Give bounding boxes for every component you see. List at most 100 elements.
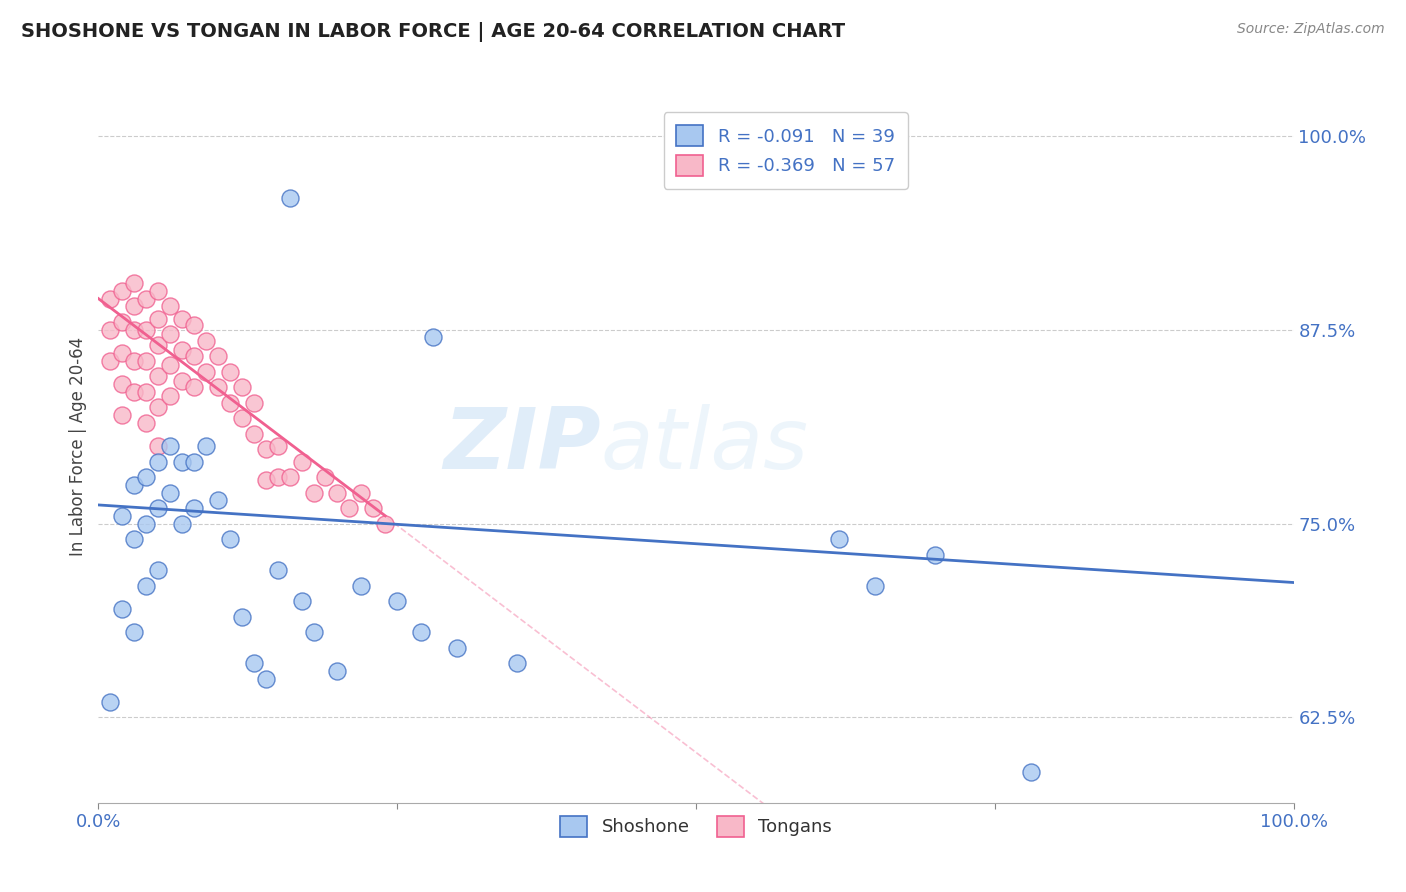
- Text: ZIP: ZIP: [443, 404, 600, 488]
- Point: [183, 454, 205, 468]
- Point: [267, 439, 290, 453]
- Point: [1019, 764, 1042, 779]
- Point: [302, 625, 325, 640]
- Point: [219, 365, 242, 379]
- Point: [111, 508, 134, 523]
- Point: [124, 532, 146, 546]
- Point: [183, 380, 205, 394]
- Point: [111, 602, 134, 616]
- Point: [172, 516, 194, 531]
- Point: [111, 315, 134, 329]
- Point: [135, 416, 157, 430]
- Point: [124, 384, 146, 399]
- Point: [865, 579, 887, 593]
- Point: [183, 318, 205, 332]
- Point: [159, 299, 181, 313]
- Text: atlas: atlas: [600, 404, 808, 488]
- Point: [828, 532, 851, 546]
- Point: [339, 501, 361, 516]
- Point: [172, 374, 194, 388]
- Point: [135, 516, 157, 531]
- Point: [159, 485, 181, 500]
- Point: [291, 454, 314, 468]
- Point: [207, 349, 229, 363]
- Point: [422, 330, 444, 344]
- Point: [159, 389, 181, 403]
- Legend: Shoshone, Tongans: Shoshone, Tongans: [553, 808, 839, 844]
- Point: [254, 442, 277, 456]
- Point: [148, 501, 170, 516]
- Point: [111, 346, 134, 360]
- Point: [291, 594, 314, 608]
- Point: [124, 323, 146, 337]
- Point: [148, 401, 170, 415]
- Point: [231, 380, 253, 394]
- Point: [124, 477, 146, 491]
- Point: [254, 473, 277, 487]
- Text: SHOSHONE VS TONGAN IN LABOR FORCE | AGE 20-64 CORRELATION CHART: SHOSHONE VS TONGAN IN LABOR FORCE | AGE …: [21, 22, 845, 42]
- Point: [350, 485, 373, 500]
- Point: [159, 327, 181, 342]
- Point: [135, 353, 157, 368]
- Point: [159, 439, 181, 453]
- Point: [124, 625, 146, 640]
- Point: [411, 625, 433, 640]
- Point: [385, 594, 409, 608]
- Point: [315, 470, 337, 484]
- Point: [243, 426, 266, 441]
- Point: [219, 395, 242, 409]
- Point: [267, 470, 290, 484]
- Point: [98, 695, 122, 709]
- Point: [183, 501, 205, 516]
- Point: [98, 323, 122, 337]
- Point: [159, 359, 181, 373]
- Point: [135, 384, 157, 399]
- Point: [231, 609, 253, 624]
- Point: [135, 323, 157, 337]
- Point: [326, 664, 349, 678]
- Point: [172, 343, 194, 357]
- Point: [924, 548, 946, 562]
- Point: [446, 640, 468, 655]
- Point: [207, 493, 229, 508]
- Point: [506, 656, 529, 670]
- Point: [148, 454, 170, 468]
- Point: [326, 485, 349, 500]
- Point: [124, 299, 146, 313]
- Point: [219, 532, 242, 546]
- Point: [302, 485, 325, 500]
- Point: [172, 454, 194, 468]
- Point: [98, 353, 122, 368]
- Point: [111, 376, 134, 391]
- Point: [135, 470, 157, 484]
- Point: [278, 191, 301, 205]
- Point: [267, 563, 290, 577]
- Point: [124, 353, 146, 368]
- Text: Source: ZipAtlas.com: Source: ZipAtlas.com: [1237, 22, 1385, 37]
- Point: [374, 516, 396, 531]
- Point: [148, 284, 170, 298]
- Point: [135, 292, 157, 306]
- Point: [243, 656, 266, 670]
- Point: [183, 349, 205, 363]
- Point: [195, 365, 218, 379]
- Point: [363, 501, 385, 516]
- Point: [148, 338, 170, 352]
- Point: [243, 395, 266, 409]
- Point: [148, 311, 170, 326]
- Point: [124, 276, 146, 290]
- Point: [148, 563, 170, 577]
- Point: [111, 284, 134, 298]
- Point: [111, 408, 134, 422]
- Point: [135, 579, 157, 593]
- Point: [148, 369, 170, 384]
- Point: [195, 334, 218, 348]
- Point: [195, 439, 218, 453]
- Point: [172, 311, 194, 326]
- Point: [350, 579, 373, 593]
- Point: [254, 672, 277, 686]
- Point: [278, 470, 301, 484]
- Point: [207, 380, 229, 394]
- Point: [148, 439, 170, 453]
- Y-axis label: In Labor Force | Age 20-64: In Labor Force | Age 20-64: [69, 336, 87, 556]
